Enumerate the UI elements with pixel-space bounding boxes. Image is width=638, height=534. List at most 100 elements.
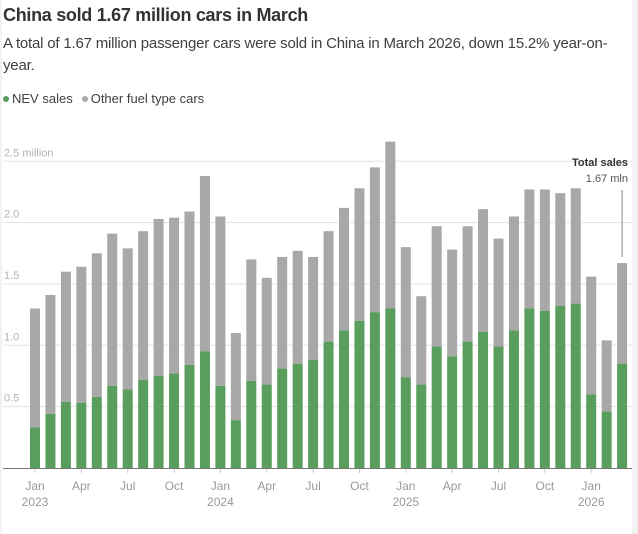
bar-nev-2023-04	[76, 402, 87, 468]
left-margin-strip	[0, 0, 2, 534]
bar-nev-2023-07	[122, 389, 133, 468]
y-tick-label: 2.5 million	[4, 147, 54, 159]
bar-nev-2023-05	[91, 396, 102, 468]
x-tick-label: Jul	[491, 479, 506, 493]
bar-other-2025-12	[570, 188, 581, 304]
bar-nev-2024-04	[261, 384, 272, 468]
bar-nev-2024-08	[323, 341, 334, 468]
legend-item-other: Other fuel type cars	[81, 91, 205, 106]
bar-other-2025-09	[524, 189, 535, 309]
bar-nev-2024-07	[308, 360, 319, 468]
x-tick-year-label: 2024	[207, 495, 234, 509]
bar-other-2024-09	[339, 207, 349, 331]
bar-other-2025-05	[462, 226, 473, 342]
bar-nev-2023-06	[107, 385, 118, 468]
x-tick-label: Oct	[536, 479, 555, 493]
bar-other-2025-07	[493, 238, 504, 347]
chart-subtitle: A total of 1.67 million passenger cars w…	[3, 35, 608, 74]
bar-other-2024-04	[261, 277, 272, 385]
bar-nev-2025-05	[462, 341, 473, 468]
bar-nev-2025-07	[493, 346, 504, 468]
legend-swatch-nev	[3, 95, 9, 102]
bar-other-2024-12	[385, 141, 396, 309]
bar-other-2026-01	[586, 276, 597, 395]
bar-nev-2025-11	[555, 306, 566, 468]
bar-nev-2023-12	[199, 351, 210, 468]
legend-item-nev: NEV sales	[3, 91, 73, 106]
bar-other-2024-11	[369, 167, 380, 313]
bars	[30, 141, 628, 468]
x-tick-label: Jan	[211, 479, 230, 493]
x-tick-label: Oct	[350, 479, 369, 493]
x-tick-year-label: 2025	[392, 495, 419, 509]
x-tick-label: Jan	[25, 479, 44, 493]
legend: NEV sales Other fuel type cars	[3, 91, 213, 106]
x-tick-year-label: 2023	[22, 495, 49, 509]
bar-nev-2025-12	[570, 303, 581, 468]
bar-other-2024-03	[246, 259, 257, 381]
bar-other-2023-11	[184, 211, 195, 365]
bar-nev-2026-01	[586, 394, 597, 468]
x-tick-label: Jan	[582, 479, 601, 493]
y-tick-label: 1.0	[4, 331, 19, 343]
bar-other-2025-03	[431, 226, 442, 347]
bar-nev-2025-04	[447, 356, 458, 468]
x-tick-label: Jan	[396, 479, 415, 493]
bar-other-2023-06	[107, 233, 118, 386]
bar-other-2025-11	[555, 193, 566, 307]
bar-other-2025-08	[508, 216, 519, 331]
bar-nev-2023-11	[184, 364, 195, 468]
x-axis: Jan 2023 Apr Jul Oct Jan 2024 Apr Jul Oct Jan 2025 A…	[3, 468, 632, 509]
bar-nev-2024-03	[246, 380, 257, 468]
total-sales-annotation: Total sales 1.67 mln	[572, 157, 628, 258]
x-tick-label: Apr	[443, 479, 462, 493]
bar-other-2025-02	[416, 296, 427, 385]
bar-other-2025-10	[539, 189, 550, 311]
bar-other-2024-08	[323, 231, 334, 342]
bar-nev-2024-06	[292, 363, 303, 468]
bar-other-2023-03	[60, 271, 71, 402]
bar-other-2023-12	[199, 175, 210, 352]
bar-nev-2024-11	[369, 312, 380, 468]
legend-label-other: Other fuel type cars	[90, 91, 205, 106]
bar-nev-2025-06	[478, 331, 489, 468]
y-tick-label: 1.5	[4, 270, 19, 282]
bar-nev-2025-03	[431, 346, 442, 468]
bar-other-2023-10	[169, 217, 180, 374]
bar-nev-2024-12	[385, 308, 396, 468]
annotation-value: 1.67 mln	[586, 173, 628, 185]
bar-nev-2024-09	[339, 330, 349, 468]
bar-nev-2023-02	[45, 414, 56, 468]
y-tick-label: 2.0	[4, 209, 19, 221]
bar-nev-2026-02	[601, 411, 612, 468]
bar-other-2023-07	[122, 248, 133, 390]
x-tick-year-label: 2026	[578, 495, 605, 509]
bar-other-2024-06	[292, 250, 303, 364]
bar-nev-2024-05	[277, 368, 288, 468]
bar-nev-2023-03	[60, 401, 71, 468]
bar-nev-2023-09	[153, 375, 164, 468]
bar-other-2024-05	[277, 256, 288, 369]
bar-other-2024-07	[308, 256, 319, 361]
right-margin-strip	[632, 0, 638, 534]
bar-other-2023-01	[30, 308, 40, 428]
x-tick-label: Apr	[257, 479, 276, 493]
bar-nev-2025-08	[508, 330, 519, 468]
bar-other-2025-01	[400, 247, 411, 378]
bar-other-2024-02	[230, 333, 241, 421]
bar-nev-2023-10	[169, 373, 180, 468]
bar-other-2023-02	[45, 294, 56, 415]
annotation-title: Total sales	[572, 157, 628, 169]
bar-other-2023-08	[138, 231, 149, 380]
x-tick-label: Oct	[165, 479, 184, 493]
bar-other-2026-03	[617, 263, 628, 364]
bar-other-2023-05	[91, 253, 102, 397]
chart-title: China sold 1.67 million cars in March	[3, 5, 308, 25]
bar-nev-2023-08	[138, 379, 149, 468]
bar-other-2023-04	[76, 266, 87, 403]
bar-nev-2025-09	[524, 308, 535, 468]
bar-other-2023-09	[153, 218, 164, 376]
bar-other-2024-01	[215, 216, 226, 386]
bar-nev-2023-01	[30, 427, 40, 468]
